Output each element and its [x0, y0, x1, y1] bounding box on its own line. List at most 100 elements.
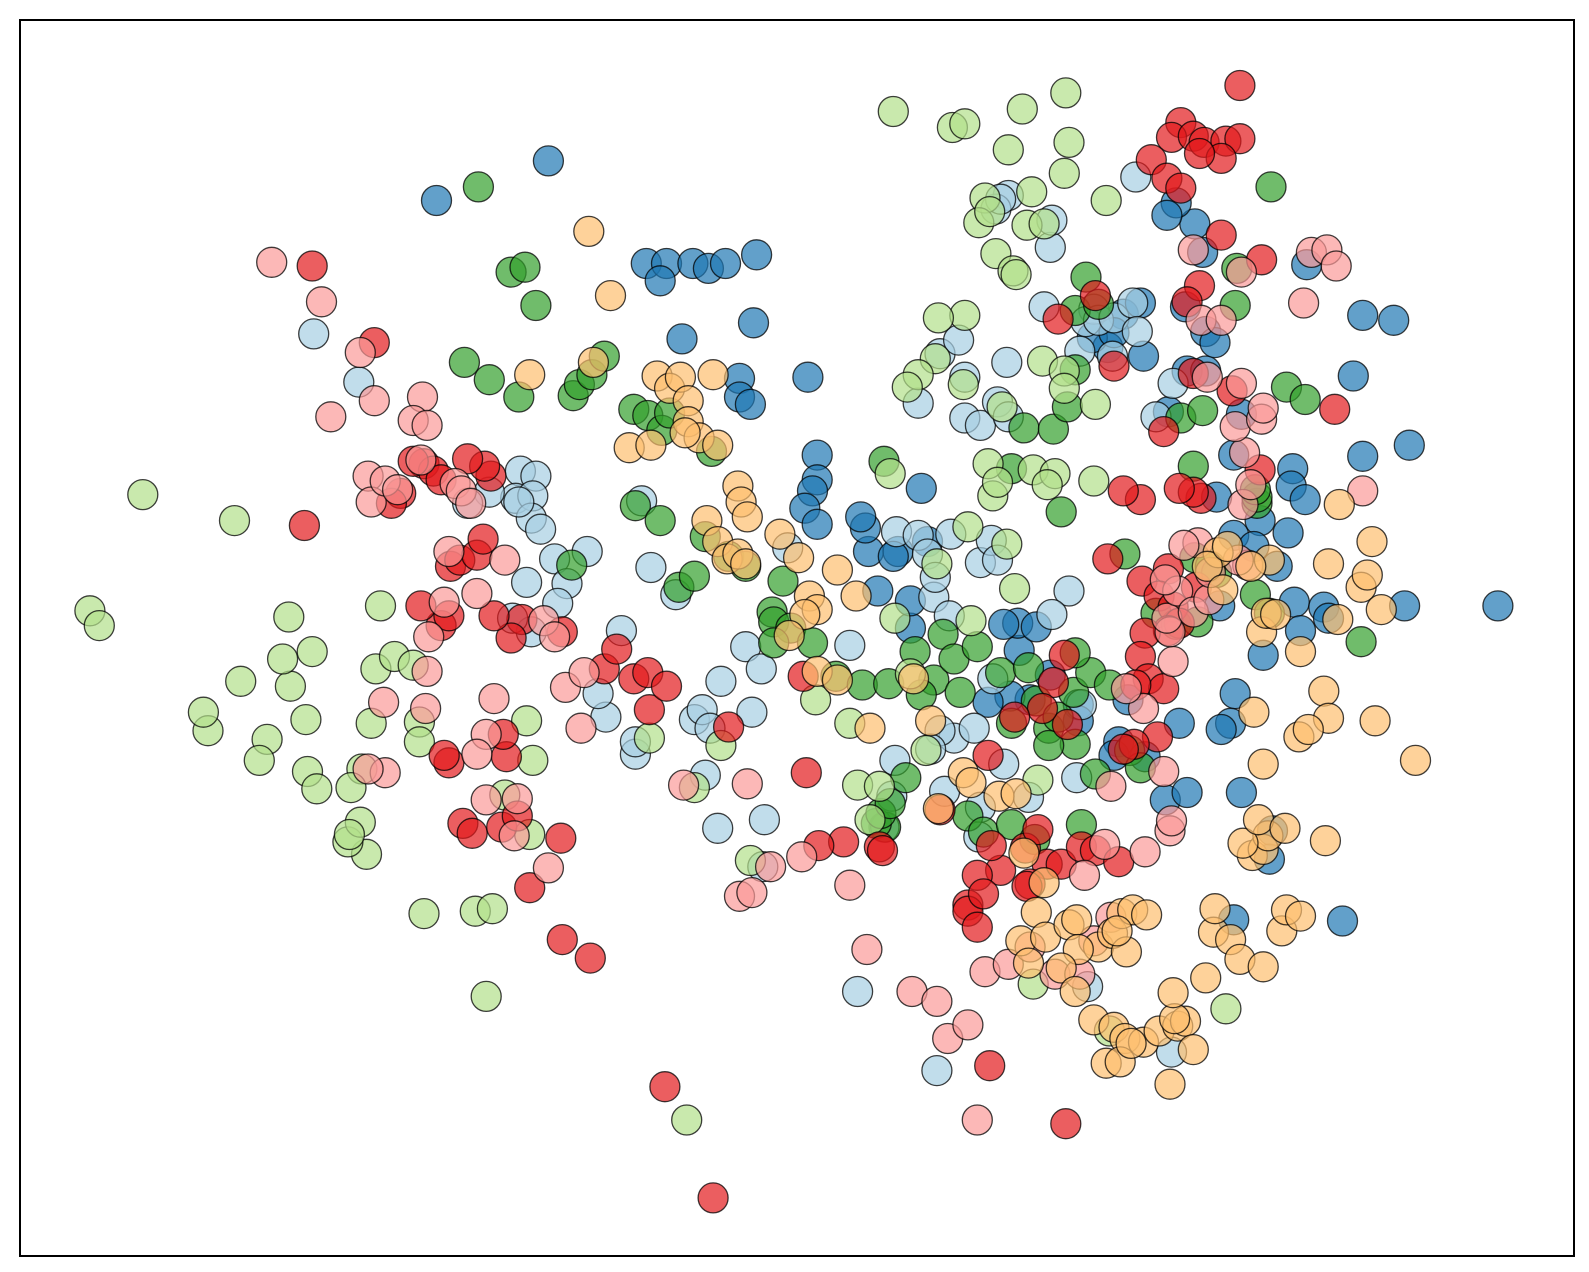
scatter-point — [298, 318, 330, 350]
scatter-point — [712, 711, 745, 743]
scatter-point — [1190, 962, 1222, 994]
scatter-point — [1309, 825, 1342, 857]
scatter-point — [358, 385, 390, 417]
scatter-point — [461, 577, 493, 610]
scatter-point — [1205, 713, 1237, 746]
scatter-point — [773, 619, 805, 652]
scatter-point — [1356, 525, 1388, 558]
scatter-point — [1308, 675, 1340, 707]
scatter-point — [1079, 279, 1112, 312]
scatter-point — [594, 279, 627, 312]
scatter-point — [635, 429, 667, 461]
scatter-point — [1107, 475, 1139, 507]
scatter-point — [1399, 744, 1432, 777]
scatter-point — [921, 548, 953, 580]
scatter-point — [1151, 199, 1183, 231]
scatter-point — [495, 622, 527, 654]
scatter-point — [256, 246, 288, 278]
scatter-point — [992, 134, 1024, 166]
scatter-point — [1292, 713, 1324, 746]
scatter-point — [428, 739, 460, 772]
scatter-point — [705, 665, 737, 697]
scatter-point — [1028, 208, 1060, 240]
scatter-point — [730, 548, 762, 580]
scatter-point — [403, 726, 436, 758]
scatter-point — [305, 286, 338, 318]
scatter-point — [1110, 673, 1143, 705]
scatter-point — [1026, 692, 1059, 725]
scatter-point — [1225, 367, 1258, 400]
scatter-point — [420, 184, 453, 217]
scatter-point — [315, 401, 347, 433]
scatter-point — [731, 501, 763, 533]
scatter-point — [789, 598, 821, 631]
scatter-point — [1101, 915, 1133, 947]
scatter-point — [764, 518, 796, 550]
scatter-point — [1048, 157, 1080, 189]
scatter-point — [1259, 598, 1292, 631]
scatter-point — [273, 601, 305, 633]
scatter-point — [514, 359, 546, 391]
scatter-point — [1272, 517, 1304, 549]
scatter-point — [834, 869, 866, 901]
scatter-point — [470, 980, 502, 1013]
scatter-point — [671, 1104, 703, 1136]
scatter-point — [1051, 708, 1084, 741]
scatter-point — [520, 289, 552, 322]
scatter-point — [1289, 483, 1321, 516]
scatter-point — [952, 1009, 984, 1041]
scatter-point — [866, 834, 899, 867]
scatter-point — [218, 504, 251, 537]
scatter-point — [455, 487, 487, 519]
scatter-point — [745, 653, 777, 685]
scatter-point — [1247, 951, 1279, 983]
scatter-point — [949, 299, 981, 332]
scatter-point — [1000, 778, 1032, 810]
series-5 — [256, 234, 1379, 1136]
scatter-point — [1079, 388, 1112, 421]
scatter-point — [767, 565, 799, 597]
scatter-point — [568, 656, 600, 689]
scatter-point — [478, 682, 510, 715]
scatter-point — [1012, 652, 1045, 684]
scatter-point — [476, 893, 509, 925]
scatter-point — [301, 773, 333, 805]
scatter-point — [863, 770, 896, 802]
scatter-point — [1347, 299, 1379, 332]
scatter-point — [633, 694, 666, 726]
scatter-point — [1320, 250, 1352, 282]
scatter-point — [532, 852, 565, 884]
scatter-point — [967, 878, 1000, 910]
scatter-point — [1224, 123, 1256, 155]
scatter-point — [845, 501, 877, 533]
scatter-point — [573, 215, 605, 248]
scatter-point — [514, 872, 546, 904]
scatter-point — [974, 1050, 1006, 1082]
scatter-point — [1255, 171, 1287, 203]
scatter-point — [1129, 836, 1161, 868]
scatter-point — [1050, 77, 1082, 109]
scatter-point — [955, 605, 987, 637]
scatter-point — [1177, 1033, 1209, 1066]
scatter-point — [1225, 776, 1258, 809]
scatter-point — [1157, 645, 1189, 678]
scatter-point — [1205, 219, 1237, 251]
scatter-point — [510, 705, 543, 737]
scatter-point — [841, 975, 874, 1008]
scatter-point — [411, 409, 443, 442]
scatter-point — [413, 621, 445, 653]
scatter-point — [1183, 137, 1216, 170]
scatter-point — [740, 239, 773, 271]
scatter-point — [1289, 383, 1321, 416]
scatter-point — [408, 897, 440, 930]
scatter-point — [988, 608, 1020, 641]
scatter-point — [556, 549, 588, 581]
scatter-point — [501, 783, 533, 815]
scatter-point — [333, 818, 366, 851]
scatter-point — [736, 876, 768, 909]
scatter-point — [754, 851, 787, 883]
scatter-point — [1210, 993, 1242, 1025]
scatter-point — [974, 195, 1006, 228]
